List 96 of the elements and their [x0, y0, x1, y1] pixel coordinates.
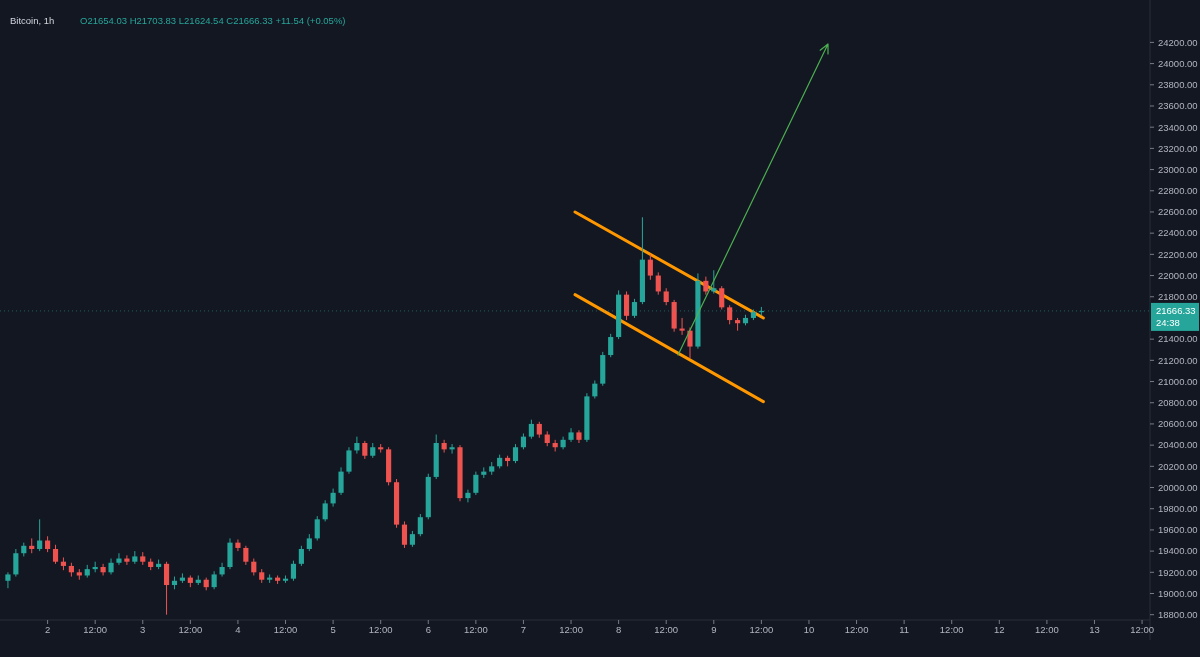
y-tick-label: 24000.00 — [1158, 57, 1198, 69]
candlestick — [37, 518, 43, 552]
x-tick-label: 12:00 — [463, 624, 488, 635]
y-tick-label: 22800.00 — [1158, 185, 1198, 197]
candlestick — [298, 545, 304, 567]
x-tick-label: 2 — [44, 624, 51, 635]
y-tick-label: 23200.00 — [1158, 142, 1198, 154]
candlestick — [631, 298, 638, 319]
x-tick-label: 10 — [803, 624, 815, 635]
candlestick — [354, 436, 360, 455]
candlestick — [608, 333, 614, 358]
candlestick — [703, 276, 709, 296]
x-tick-label: 9 — [711, 624, 717, 635]
x-tick-label: 12:00 — [368, 624, 393, 635]
candlestick — [330, 488, 336, 508]
candlestick — [473, 471, 479, 496]
x-tick-label: 3 — [140, 624, 146, 635]
candlestick — [401, 520, 408, 549]
y-tick-label: 24200.00 — [1158, 36, 1198, 48]
y-tick-label: 20400.00 — [1158, 439, 1198, 451]
candlestick — [100, 563, 106, 576]
candlestick — [314, 515, 320, 542]
x-tick-label: 13 — [1089, 624, 1100, 635]
y-tick-label: 19800.00 — [1158, 503, 1198, 515]
text: Bitcoin, 1h — [10, 15, 55, 26]
candlestick — [679, 317, 685, 336]
candlestick — [711, 269, 717, 295]
candlestick — [417, 513, 423, 537]
y-tick-label: 20000.00 — [1158, 481, 1198, 493]
y-tick-label: 21200.00 — [1158, 354, 1198, 366]
y-tick-label: 19400.00 — [1158, 545, 1198, 557]
y-tick-label: 19200.00 — [1158, 566, 1198, 578]
y-tick-label: 20800.00 — [1158, 397, 1198, 409]
y-tick-label: 20200.00 — [1158, 460, 1198, 472]
y-tick-label: 21800.00 — [1158, 291, 1198, 303]
y-tick-label: 22400.00 — [1158, 227, 1198, 239]
x-tick-label: 5 — [330, 624, 336, 635]
y-tick-label: 18800.00 — [1158, 609, 1198, 621]
text: 24:38 — [1156, 317, 1180, 329]
candlestick — [512, 443, 519, 464]
x-tick-label: 6 — [425, 624, 431, 635]
x-tick-label: 7 — [520, 624, 527, 635]
candlestick — [116, 552, 122, 566]
x-tick-label: 12:00 — [178, 624, 203, 635]
y-tick-label: 19600.00 — [1158, 524, 1198, 536]
x-tick-label: 12:00 — [559, 624, 583, 635]
x-tick-label: 12:00 — [1035, 624, 1059, 635]
y-tick-label: 23800.00 — [1158, 79, 1198, 91]
candlestick — [346, 446, 352, 475]
candlestick — [592, 379, 598, 399]
candlestick — [465, 489, 471, 503]
x-tick-label: 12 — [994, 624, 1005, 635]
candlestick — [211, 570, 217, 590]
y-tick-label: 22200.00 — [1158, 248, 1198, 260]
y-tick-label: 19000.00 — [1158, 587, 1198, 599]
candlestick — [362, 440, 368, 460]
candlestick — [441, 439, 447, 454]
x-tick-label: 11 — [899, 624, 910, 635]
y-tick-label: 23400.00 — [1158, 121, 1198, 133]
candlestick — [235, 538, 241, 552]
y-tick-label: 23600.00 — [1158, 100, 1198, 112]
candlestick — [647, 253, 653, 281]
candlestick — [5, 571, 11, 589]
y-tick-label: 22600.00 — [1158, 206, 1198, 218]
y-tick-label: 23000.00 — [1158, 163, 1198, 175]
candlestick — [528, 419, 534, 440]
candlestick — [687, 326, 693, 359]
candlestick — [52, 544, 59, 565]
candlestick — [727, 304, 733, 325]
x-tick-label: 12:00 — [654, 624, 679, 635]
candlestick — [655, 271, 661, 296]
candlestick — [290, 560, 297, 582]
y-tick-label: 21000.00 — [1158, 375, 1198, 387]
candlestick — [124, 554, 130, 566]
candlestick — [449, 443, 455, 455]
text: O21654.03 H21703.83 L21624.54 C21666.33 +11.54 (+0.05%) — [80, 15, 346, 26]
candlestick — [623, 290, 630, 321]
x-tick-label: 12:00 — [844, 624, 869, 635]
x-tick-label: 4 — [235, 624, 241, 635]
candlestick — [243, 545, 249, 566]
ref-line-label: 21666.33 — [1156, 305, 1196, 317]
candlestick — [338, 466, 344, 496]
x-tick-label: 12:00 — [273, 624, 298, 635]
candlestick — [322, 499, 328, 522]
y-tick-label: 22000.00 — [1158, 269, 1198, 281]
y-tick-label: 20600.00 — [1158, 418, 1198, 430]
x-tick-label: 12:00 — [83, 624, 108, 635]
y-tick-label: 21400.00 — [1158, 333, 1198, 345]
x-tick-label: 12:00 — [749, 624, 774, 635]
candlestick — [13, 548, 19, 578]
candlestick — [163, 561, 170, 616]
x-tick-label: 12:00 — [939, 624, 964, 635]
candlestick — [219, 562, 225, 578]
x-tick-label: 12:00 — [1130, 624, 1154, 635]
x-tick-label: 8 — [615, 624, 622, 635]
candlestick — [719, 285, 725, 310]
